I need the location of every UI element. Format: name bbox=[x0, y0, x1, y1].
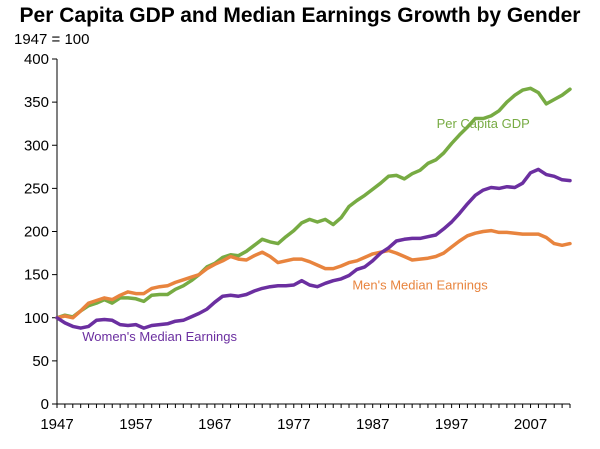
y-tick-label: 350 bbox=[24, 94, 49, 111]
series-line-1 bbox=[55, 228, 572, 320]
series-lines bbox=[55, 86, 572, 330]
x-tick-label: 1947 bbox=[40, 416, 73, 433]
chart-subtitle: 1947 = 100 bbox=[14, 31, 90, 48]
x-tick-label: 1967 bbox=[198, 416, 231, 433]
y-tick-label: 200 bbox=[24, 224, 49, 241]
x-tick-label: 1977 bbox=[277, 416, 310, 433]
series-label-0: Per Capita GDP bbox=[437, 116, 530, 131]
y-tick-label: 150 bbox=[24, 267, 49, 284]
x-tick-label: 1957 bbox=[119, 416, 152, 433]
y-axis-ticks: 0 50 100 150 200 250 300 350 400 bbox=[24, 51, 57, 413]
y-tick-label: 0 bbox=[41, 396, 49, 413]
chart-title: Per Capita GDP and Median Earnings Growt… bbox=[19, 4, 581, 27]
series-line-2 bbox=[55, 167, 572, 330]
series-labels: Per Capita GDP Men's Median Earnings Women… bbox=[82, 116, 530, 344]
y-tick-label: 400 bbox=[24, 51, 49, 68]
series-line-0 bbox=[55, 86, 572, 320]
y-tick-label: 300 bbox=[24, 137, 49, 154]
y-tick-label: 100 bbox=[24, 310, 49, 327]
x-axis-ticks: 1947 1957 1967 1977 1987 1997 2007 bbox=[40, 404, 571, 433]
x-tick-label: 1997 bbox=[435, 416, 468, 433]
x-tick-label: 2007 bbox=[514, 416, 547, 433]
y-tick-label: 250 bbox=[24, 180, 49, 197]
series-label-1: Men's Median Earnings bbox=[352, 277, 488, 292]
x-tick-label: 1987 bbox=[356, 416, 389, 433]
y-tick-label: 50 bbox=[32, 353, 49, 370]
series-label-2: Women's Median Earnings bbox=[82, 329, 237, 344]
